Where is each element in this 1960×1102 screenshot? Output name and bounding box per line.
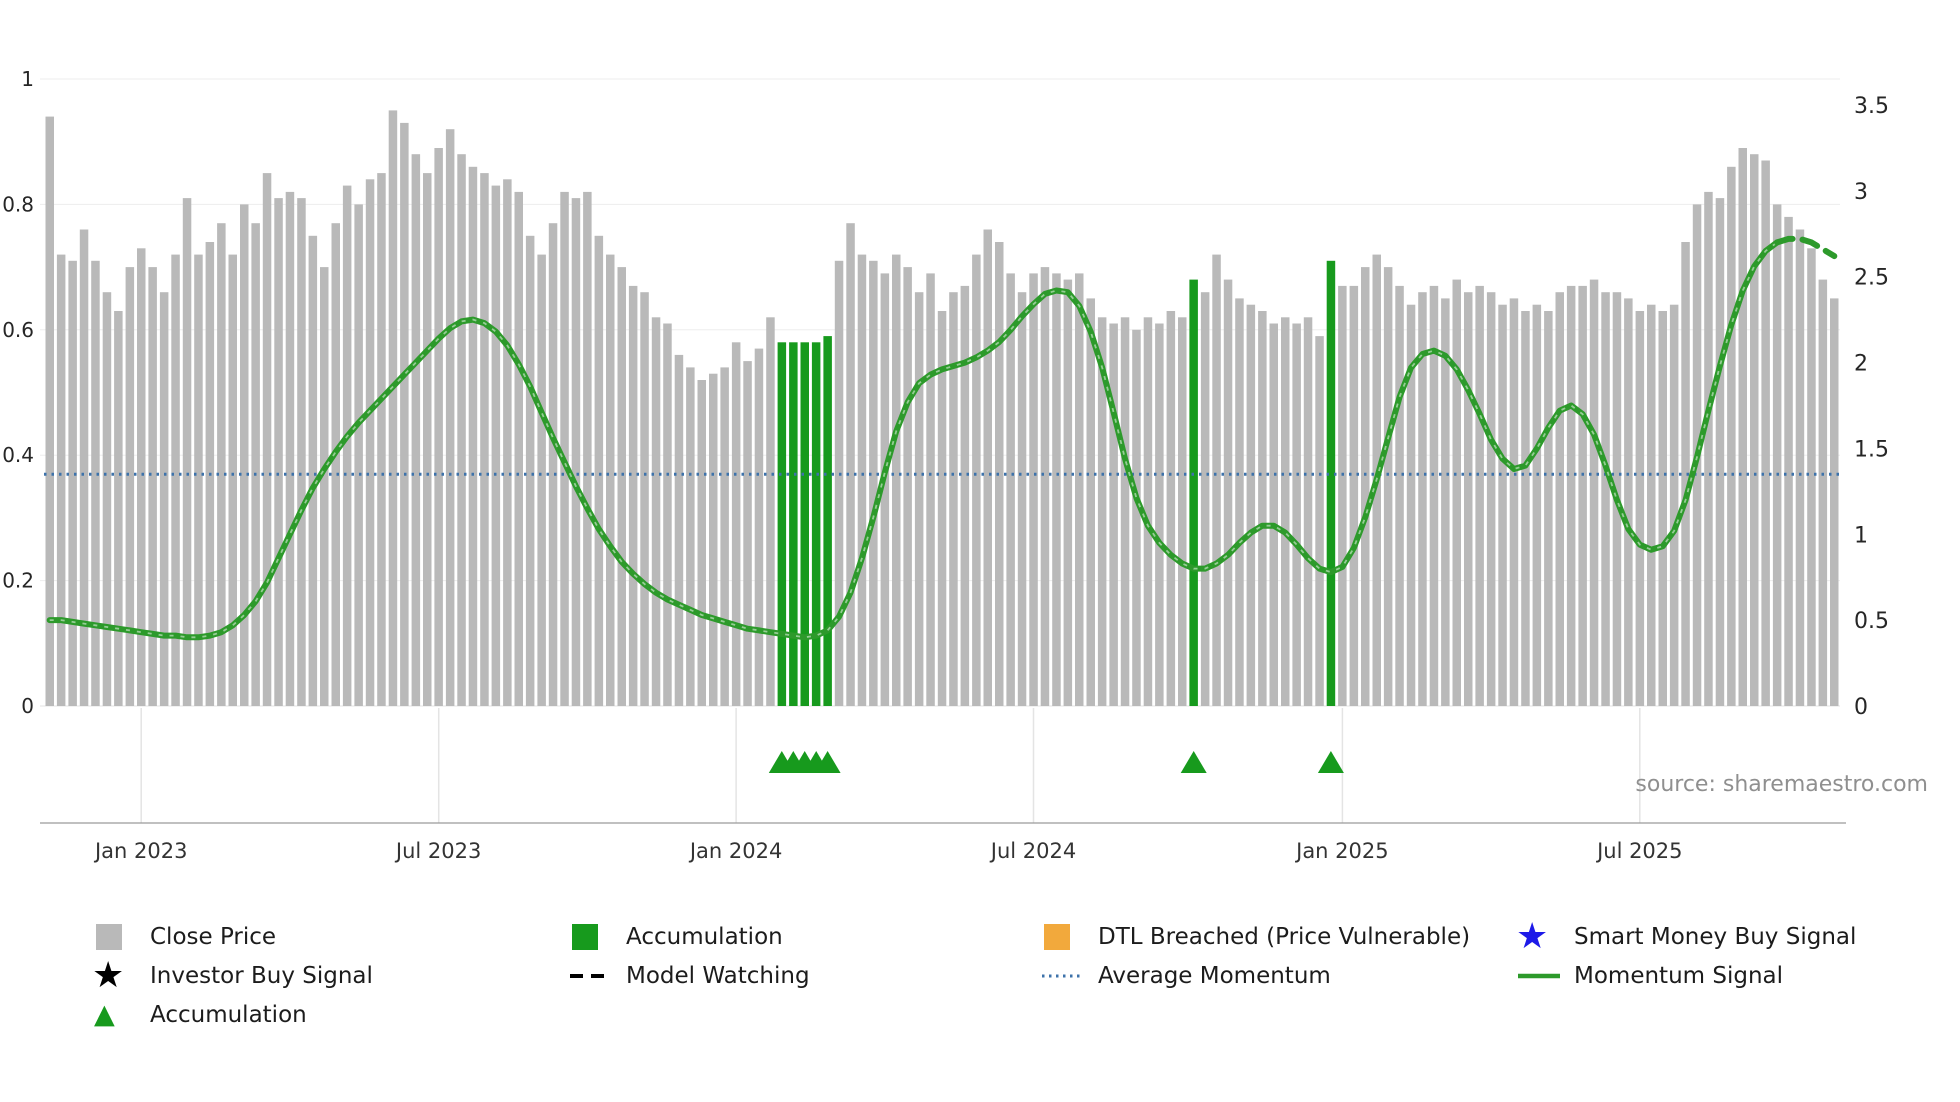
accumulation-triangle-icon <box>814 751 841 773</box>
right-axis-tick-label: 0.5 <box>1854 609 1889 634</box>
legend-item-smart-money[interactable]: ★ Smart Money Buy Signal <box>1516 916 1857 957</box>
legend-item-dtl-breached[interactable]: DTL Breached (Price Vulnerable) <box>1040 920 1516 954</box>
x-axis-tick-label: Jul 2025 <box>1595 839 1682 863</box>
dtl-breached-swatch <box>1044 924 1070 950</box>
legend-label-accumulation-marker: Accumulation <box>150 1002 307 1028</box>
left-axis-tick-label: 1 <box>21 67 34 91</box>
right-axis-tick-label: 1 <box>1854 523 1868 548</box>
x-axis-tick-label: Jan 2023 <box>93 839 188 863</box>
legend-label-accumulation-bar: Accumulation <box>626 924 783 950</box>
accumulation-triangle-icon <box>1180 751 1207 773</box>
right-axis-tick-label: 0 <box>1854 695 1868 720</box>
x-axis-tick-label: Jul 2023 <box>394 839 481 863</box>
momentum-signal-dashed-tail <box>1774 235 1838 260</box>
smart-money-star-icon: ★ <box>1516 916 1549 957</box>
accumulation-triangle-icon <box>1317 751 1344 773</box>
legend-item-accumulation-marker[interactable]: ▲ Accumulation <box>92 998 568 1032</box>
accumulation-swatch <box>572 924 598 950</box>
legend-item-investor-buy[interactable]: ★ Investor Buy Signal <box>92 955 568 996</box>
legend-item-accumulation-bar[interactable]: Accumulation <box>568 920 1040 954</box>
x-axis-tick-label: Jan 2024 <box>688 839 783 863</box>
accumulation-markers <box>768 751 1344 773</box>
right-axis-tick-label: 1.5 <box>1854 437 1889 462</box>
momentum-signal-line-icon <box>1518 973 1560 979</box>
investor-buy-star-icon: ★ <box>92 955 125 996</box>
legend-item-momentum-signal[interactable]: Momentum Signal <box>1516 959 1856 993</box>
x-axis-tick-label: Jul 2024 <box>989 839 1076 863</box>
legend-item-close-price[interactable]: Close Price <box>92 920 568 954</box>
left-axis-tick-label: 0.2 <box>2 569 34 593</box>
left-axis-tick-label: 0.4 <box>2 443 34 467</box>
right-axis-tick-label: 2.5 <box>1854 266 1889 291</box>
model-watching-dash-icon <box>570 974 612 978</box>
legend-label-close-price: Close Price <box>150 924 277 950</box>
source-note: source: sharemaestro.com <box>1635 772 1928 797</box>
chart-legend: Close Price Accumulation DTL Breached (P… <box>92 916 1857 1032</box>
right-axis-tick-label: 3.5 <box>1854 94 1889 119</box>
legend-label-model-watching: Model Watching <box>626 963 810 989</box>
left-axis-tick-label: 0 <box>21 694 34 718</box>
legend-label-average-momentum: Average Momentum <box>1098 963 1331 989</box>
price-momentum-chart[interactable]: 0 0.2 0.4 0.6 0.8 1 0 0.5 1 1.5 2 2.5 3 3.5 Jan 2023 Ju… <box>0 0 1960 880</box>
legend-label-dtl-breached: DTL Breached (Price Vulnerable) <box>1098 924 1471 950</box>
x-axis-tick-label: Jan 2025 <box>1294 839 1389 863</box>
right-axis-tick-label: 3 <box>1854 180 1868 205</box>
legend-item-model-watching[interactable]: Model Watching <box>568 959 1040 993</box>
right-axis-tick-label: 2 <box>1854 352 1868 377</box>
close-price-swatch <box>96 924 122 950</box>
legend-label-smart-money: Smart Money Buy Signal <box>1574 924 1857 950</box>
legend-label-investor-buy: Investor Buy Signal <box>150 963 373 989</box>
legend-label-momentum-signal: Momentum Signal <box>1574 963 1784 989</box>
left-axis-tick-label: 0.6 <box>2 318 34 342</box>
average-momentum-dots-icon <box>1042 974 1084 978</box>
accumulation-triangle-icon: ▲ <box>94 999 115 1030</box>
left-axis-tick-label: 0.8 <box>2 192 34 216</box>
momentum-line-texture <box>49 241 1778 639</box>
legend-item-average-momentum[interactable]: Average Momentum <box>1040 959 1516 993</box>
